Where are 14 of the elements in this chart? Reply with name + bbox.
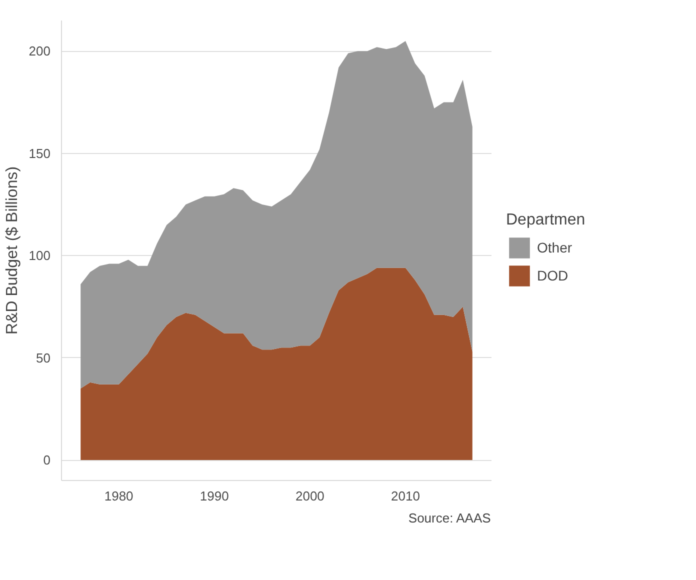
legend-label: Other — [537, 240, 572, 256]
y-tick-label: 150 — [28, 146, 51, 161]
x-tick-label: 1990 — [200, 488, 229, 504]
y-tick-label: 50 — [36, 350, 51, 366]
source-note: Source: AAAS — [408, 510, 492, 526]
x-tick-label: 2000 — [295, 488, 324, 504]
legend-title: Departmen — [506, 212, 586, 230]
y-tick-label: 200 — [28, 44, 51, 59]
y-tick-label: 100 — [28, 248, 51, 264]
y-tick-label: 0 — [43, 452, 51, 468]
legend-label: DOD — [537, 268, 568, 284]
x-tick-label: 1980 — [104, 488, 134, 504]
y-axis-title: R&D Budget ($ Billions) — [4, 166, 21, 335]
x-tick-label: 2010 — [391, 488, 420, 504]
